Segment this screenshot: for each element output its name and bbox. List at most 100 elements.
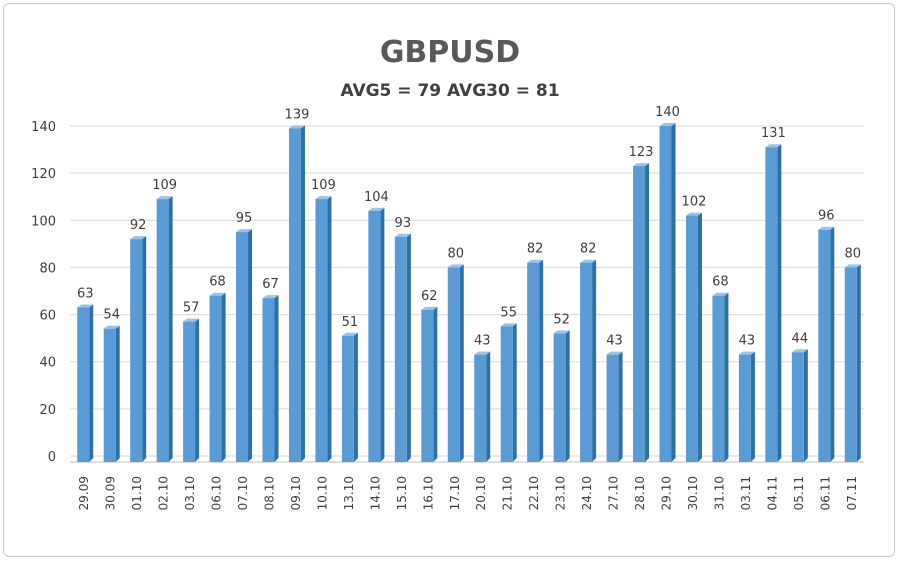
bar-top (818, 226, 835, 230)
x-tick-label: 04.11 (765, 476, 779, 510)
bar (553, 333, 566, 462)
bar-top (288, 125, 305, 129)
bar-side (565, 330, 570, 462)
x-tick-label: 01.10 (130, 476, 144, 510)
chart-subtitle: AVG5 = 79 AVG30 = 81 (340, 81, 559, 101)
x-tick-label: 09.10 (289, 476, 303, 510)
bar (315, 199, 328, 463)
data-label: 123 (629, 145, 654, 160)
x-tick-label: 08.10 (263, 476, 277, 510)
data-label: 82 (580, 242, 597, 257)
bar (262, 298, 275, 462)
bar-top (580, 259, 597, 263)
data-label: 139 (285, 107, 310, 122)
bar (527, 262, 540, 462)
bar-top (447, 264, 464, 268)
bar-side (274, 295, 279, 462)
bar-side (830, 226, 835, 462)
bar-top (103, 325, 120, 329)
bar (738, 354, 751, 462)
bar (791, 352, 804, 462)
bar-top (527, 259, 544, 263)
x-tick-label: 14.10 (368, 476, 382, 510)
bar-top (421, 306, 438, 310)
data-label: 62 (421, 289, 438, 304)
bar-side (618, 351, 623, 462)
x-tick-label: 17.10 (448, 476, 462, 510)
data-label: 80 (844, 246, 861, 261)
bar-top (765, 144, 782, 148)
bar-chart: GBPUSD AVG5 = 79 AVG30 = 81 0 20 40 60 80 100… (31, 35, 864, 510)
bar-side (300, 125, 305, 462)
bar-side (248, 229, 253, 462)
bar-side (115, 325, 120, 462)
y-tick-label: 40 (39, 356, 56, 371)
chart-frame: GBPUSD AVG5 = 79 AVG30 = 81 0 20 40 60 80 100… (3, 3, 895, 557)
bar (606, 354, 619, 462)
data-label: 52 (553, 312, 570, 327)
x-tick-label: 06.11 (818, 476, 832, 510)
y-tick-label: 60 (39, 309, 56, 324)
y-tick-label: 140 (31, 120, 56, 135)
data-label: 95 (236, 211, 253, 226)
chart-title: GBPUSD (380, 35, 520, 70)
x-tick-label: 21.10 (501, 476, 515, 510)
bar (156, 199, 169, 463)
bar-top (341, 332, 358, 336)
bar-top (685, 212, 702, 216)
data-label: 109 (152, 178, 177, 193)
bar (474, 354, 487, 462)
data-label: 140 (655, 105, 680, 120)
x-tick-label: 03.11 (739, 476, 753, 510)
bar-top (791, 349, 808, 353)
bar-side (671, 123, 676, 462)
bar-top (606, 351, 623, 355)
data-label: 43 (606, 334, 623, 349)
x-tick-label: 06.10 (210, 476, 224, 510)
x-tick-label: 24.10 (580, 476, 594, 510)
bar-top (553, 330, 570, 334)
bar (765, 147, 778, 462)
data-label: 67 (262, 277, 279, 292)
bar-top (500, 323, 517, 327)
bar (421, 309, 434, 462)
x-tick-label: 30.10 (686, 476, 700, 510)
bar-side (697, 212, 702, 462)
bar (844, 267, 857, 462)
bar-top (156, 196, 173, 200)
y-tick-label: 0 (48, 450, 56, 465)
x-tick-label: 02.10 (157, 476, 171, 510)
y-tick-label: 20 (39, 403, 56, 418)
bar-top (368, 207, 385, 211)
x-tick-label: 05.11 (792, 476, 806, 510)
bar (633, 166, 646, 463)
bar-side (380, 207, 385, 462)
data-label: 104 (364, 190, 389, 205)
bar (183, 321, 196, 462)
x-tick-label: 29.09 (77, 476, 91, 510)
bar-side (221, 292, 226, 462)
bar (103, 328, 116, 462)
bar (712, 295, 725, 462)
bar (341, 335, 354, 462)
bar-top (844, 264, 861, 268)
bar-top (659, 123, 676, 126)
data-label: 51 (342, 315, 359, 330)
bar-side (486, 351, 491, 462)
bar (500, 326, 513, 462)
bar-side (856, 264, 861, 462)
data-label: 82 (527, 242, 544, 257)
data-label: 109 (311, 178, 336, 193)
data-label: 43 (739, 334, 756, 349)
bar-top (183, 318, 200, 322)
data-label: 96 (818, 209, 835, 224)
data-label: 92 (130, 218, 147, 233)
y-tick-label: 100 (31, 214, 56, 229)
bar (394, 236, 407, 462)
bar-side (803, 349, 808, 462)
y-tick-label: 120 (31, 167, 56, 182)
bar (130, 239, 143, 462)
data-label: 43 (474, 334, 491, 349)
data-label: 54 (103, 308, 120, 323)
x-tick-label: 16.10 (421, 476, 435, 510)
